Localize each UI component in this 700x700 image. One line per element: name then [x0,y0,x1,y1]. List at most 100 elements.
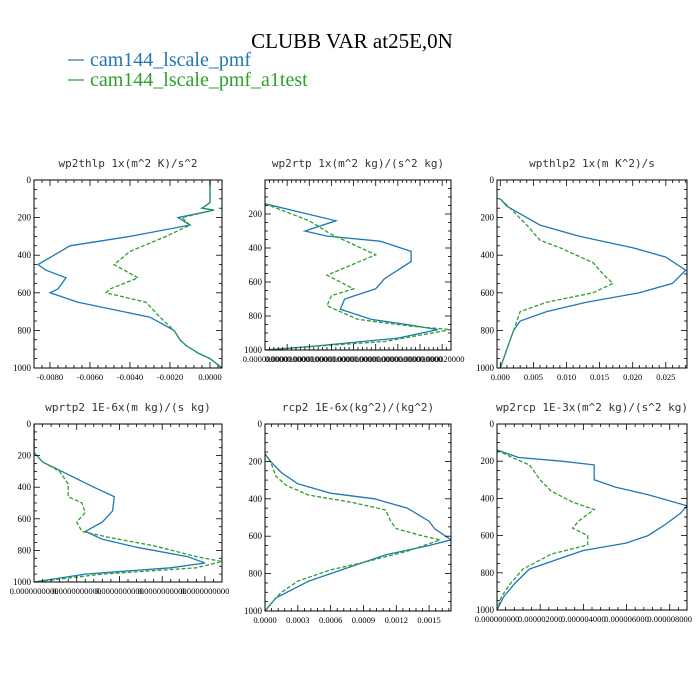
x-tick-label: 0.010 [557,372,576,382]
legend-label: cam144_lscale_pmf_a1test [90,69,308,91]
plot-frame [33,179,223,369]
x-tick-label: 0.0000000000 [95,586,144,596]
series-line-1 [34,424,206,582]
x-tick-label: 0.000004000 [561,614,606,624]
y-tick-label: 1000 [13,577,32,587]
x-tick-label: 0.0000000000 [52,586,101,596]
x-tick-label: 0.0009 [352,615,375,625]
legend: cam144_lscale_pmfcam144_lscale_pmf_a1tes… [68,49,308,91]
x-tick-label: -0.0040 [117,372,143,382]
panel-6: wp2rcp 1E-3x(m^2 kg)/(s^2 kg)0 200 400 600 8… [475,401,692,624]
x-tick-label: 0.0015 [417,615,440,625]
x-tick-label: 0.0000 [198,372,221,382]
series-line-2 [499,198,615,368]
x-tick-label: 0.000002000 [518,614,563,624]
y-tick-label: 800 [481,325,495,335]
y-tick-label: 400 [18,482,32,492]
y-tick-label: 200 [249,456,263,466]
x-tick-label: 0.000000000 [398,354,443,364]
panel-title: wp2rcp 1E-3x(m^2 kg)/(s^2 kg) [496,401,688,414]
x-tick-label: 0.0000 [253,615,276,625]
y-tick-label: 800 [481,568,495,578]
panel-title: wpthlp2 1x(m K^2)/s [529,157,655,170]
y-tick-label: 800 [18,325,32,335]
y-tick-label: 400 [481,493,495,503]
x-tick-label: 0.0006 [319,615,342,625]
series-line-2 [34,424,222,582]
y-tick-label: 0 [490,175,495,185]
y-tick-label: 1000 [13,363,32,373]
series-line-1 [497,449,687,610]
x-tick-label: 0.025 [656,372,675,382]
y-tick-label: 200 [481,213,495,223]
series-line-1 [499,198,687,368]
x-tick-label: 0.0003 [286,615,309,625]
x-tick-label: 0.0000000000 [180,586,229,596]
y-tick-label: 600 [481,288,495,298]
y-tick-label: 800 [18,545,32,555]
y-tick-label: 0 [27,175,32,185]
y-tick-label: 200 [18,451,32,461]
y-tick-label: 1000 [244,606,263,616]
y-tick-label: 600 [481,531,495,541]
y-tick-label: 1000 [476,363,495,373]
x-tick-label: 0.015 [590,372,609,382]
x-tick-label: 0.000000000 [475,614,520,624]
panel-title: wp2thlp 1x(m^2 K)/s^2 [58,157,197,170]
x-tick-label: 0.000000000 [331,354,376,364]
plot-frame [264,179,452,351]
panel-4: wprtp2 1E-6x(m kg)/(s kg) 0 200 400 600 800 10… [10,401,230,596]
panel-3: wpthlp2 1x(m K^2)/s020040060080010000.00… [476,157,688,382]
y-tick-label: 400 [18,250,32,260]
y-tick-label: 600 [249,277,263,287]
series-line-2 [265,203,451,350]
y-tick-label: 0 [490,419,495,429]
series-line-2 [104,180,222,368]
legend-label: cam144_lscale_pmf [90,49,251,71]
panel-1: wp2thlp 1x(m^2 K)/s^2 0 200 400 600 800 1000 -0… [13,157,223,382]
x-tick-label: 0.000020000 [420,354,465,364]
x-tick-label: 0.000000000 [376,354,421,364]
panel-title: wp2rtp 1x(m^2 kg)/(s^2 kg) [272,157,444,170]
x-tick-label: 0.000000000 [287,354,332,364]
y-tick-label: 400 [481,250,495,260]
y-tick-label: 200 [18,213,32,223]
x-tick-label: -0.0060 [77,372,103,382]
y-tick-label: 200 [481,456,495,466]
series-line-2 [497,449,596,610]
y-tick-label: 400 [249,494,263,504]
x-tick-label: 0.0000000000 [10,586,59,596]
x-tick-label: 0.000000000 [265,354,310,364]
y-tick-label: 200 [249,209,263,219]
series-line-1 [265,453,451,611]
x-tick-label: 0.000000000 [353,354,398,364]
y-tick-label: 800 [249,311,263,321]
y-tick-label: 1000 [476,605,495,615]
x-tick-label: 0.000000000 [309,354,354,364]
panel-title: wprtp2 1E-6x(m kg)/(s kg) [45,401,211,414]
series-line-2 [265,453,443,611]
x-tick-label: 0.020 [623,372,642,382]
series-line-1 [265,203,438,350]
x-tick-label: 0.000006000 [604,614,649,624]
x-tick-label: -0.0080 [37,372,63,382]
figure-title: CLUBB VAR at25E,0N [251,29,453,53]
y-tick-label: 1000 [244,345,263,355]
y-tick-label: 400 [249,243,263,253]
plot-frame [496,179,688,369]
y-tick-label: 800 [249,569,263,579]
x-tick-label: 0.000 [491,372,510,382]
panel-2: wp2rtp 1x(m^2 kg)/(s^2 kg) 200 400 600 800 10… [243,157,465,364]
panel-5: rcp2 1E-6x(kg^2)/(kg^2) 0 200 400 600 800 1000… [244,401,452,625]
y-tick-label: 600 [18,514,32,524]
x-tick-label: 0.0012 [385,615,408,625]
y-tick-label: 600 [249,531,263,541]
x-tick-label: -0.0020 [157,372,183,382]
y-tick-label: 600 [18,288,32,298]
panel-title: rcp2 1E-6x(kg^2)/(kg^2) [282,401,434,414]
x-tick-label: 0.005 [524,372,543,382]
x-tick-label: 0.000000000 [243,354,288,364]
x-tick-label: 0.000008000 [647,614,692,624]
y-tick-label: 0 [27,419,32,429]
